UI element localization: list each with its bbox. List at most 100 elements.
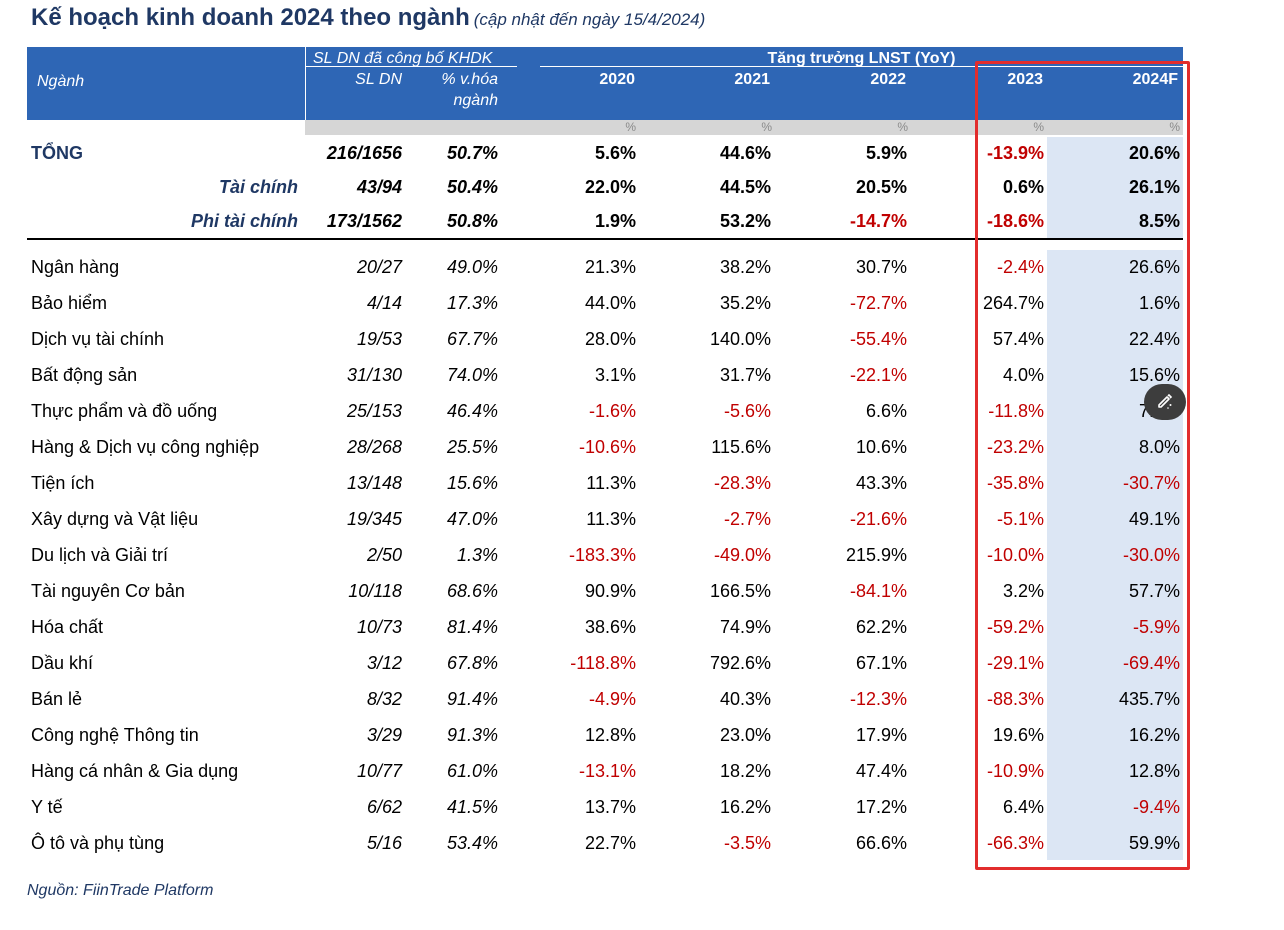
sector-cell-v2023: -88.3% [986, 689, 1044, 709]
sector-cell-sl: 10/73 [356, 617, 402, 637]
unit-2021: % [761, 120, 772, 134]
sector-cell-v2022: -12.3% [849, 689, 907, 709]
sector-name: Bất động sản [31, 365, 138, 385]
sector-cell-v2020: -4.9% [588, 689, 636, 709]
unit-2020: % [625, 120, 636, 134]
edit-button[interactable] [1144, 384, 1186, 420]
sector-cell-v2024: -69.4% [1122, 653, 1180, 673]
sector-cell-v2022: -72.7% [849, 293, 907, 313]
sector-cell-v2021: -2.7% [723, 509, 771, 529]
sector-cell-sl: 3/29 [366, 725, 402, 745]
sector-cell-v2024: -30.7% [1122, 473, 1180, 493]
pencil-edit-icon [1158, 393, 1173, 409]
sector-cell-v2020: -118.8% [570, 653, 636, 673]
sector-cell-v2024: 15.6% [1128, 365, 1180, 385]
sector-name: Dịch vụ tài chính [31, 329, 165, 349]
sector-cell-v2023: -2.4% [996, 257, 1044, 277]
title-subtitle: (cập nhật đến ngày 15/4/2024) [473, 10, 706, 29]
sector-cell-v2022: 10.6% [855, 437, 907, 457]
sector-cell-sl: 10/77 [356, 761, 402, 781]
sector-cell-v2024: 57.7% [1128, 581, 1180, 601]
sector-cell-v2024: 8.0% [1138, 437, 1180, 457]
sector-cell-v2022: -55.4% [849, 329, 907, 349]
sector-cell-v2021: -49.0% [713, 545, 771, 565]
header-year-2020: 2020 [599, 71, 635, 88]
page-title: Kế hoạch kinh doanh 2024 theo ngành (cập … [31, 4, 705, 32]
sector-cell-sl: 31/130 [346, 365, 402, 385]
sector-cell-v2020: 3.1% [594, 365, 636, 385]
sector-name: Xây dựng và Vật liệu [31, 509, 199, 529]
sector-cell-v2024: -30.0% [1122, 545, 1180, 565]
sector-name: Bảo hiểm [31, 293, 108, 313]
sector-cell-v2022: 17.9% [855, 725, 907, 745]
summary-cell-v2023: -13.9% [986, 143, 1044, 163]
sector-name: Bán lẻ [31, 689, 83, 709]
sector-cell-pct: 91.4% [446, 689, 498, 709]
sector-cell-pct: 74.0% [446, 365, 498, 385]
sector-cell-v2023: 19.6% [992, 725, 1044, 745]
sector-name: Ngân hàng [31, 257, 120, 277]
sector-cell-v2021: 38.2% [719, 257, 771, 277]
sector-cell-v2023: -10.9% [986, 761, 1044, 781]
summary-cell-v2022: -14.7% [849, 211, 907, 231]
sector-cell-v2020: 21.3% [584, 257, 636, 277]
sector-cell-v2020: 38.6% [584, 617, 636, 637]
summary-cell-v2024: 20.6% [1128, 143, 1180, 163]
sector-cell-v2022: -22.1% [849, 365, 907, 385]
sector-cell-sl: 3/12 [366, 653, 402, 673]
sector-cell-v2020: 90.9% [584, 581, 636, 601]
sector-cell-v2023: 3.2% [1002, 581, 1044, 601]
unit-row-band [27, 120, 1183, 135]
sector-cell-v2024: 1.6% [1138, 293, 1180, 313]
sector-cell-v2024: 59.9% [1128, 833, 1180, 853]
sector-cell-v2022: -21.6% [849, 509, 907, 529]
sector-cell-v2023: -29.1% [986, 653, 1044, 673]
sector-cell-v2024: 12.8% [1128, 761, 1180, 781]
title-main: Kế hoạch kinh doanh 2024 theo ngành [31, 4, 470, 31]
sector-cell-v2023: -35.8% [986, 473, 1044, 493]
sector-cell-v2024: 49.1% [1128, 509, 1180, 529]
sector-cell-v2024: 22.4% [1128, 329, 1180, 349]
sector-cell-v2021: -28.3% [713, 473, 771, 493]
sector-cell-sl: 25/153 [346, 401, 402, 421]
sector-cell-v2023: -11.8% [988, 401, 1044, 421]
sector-cell-pct: 46.4% [446, 401, 498, 421]
unit-2024f: % [1169, 120, 1180, 134]
sector-cell-v2022: 30.7% [855, 257, 907, 277]
table-divider [27, 238, 1183, 240]
sector-cell-sl: 2/50 [366, 545, 402, 565]
sector-cell-v2021: 40.3% [719, 689, 771, 709]
sector-cell-pct: 17.3% [446, 293, 498, 313]
sector-cell-pct: 47.0% [446, 509, 498, 529]
header-group-announced: SL DN đã công bố KHDK [313, 50, 493, 67]
header-year-2023: 2023 [1007, 71, 1043, 88]
sector-cell-v2020: 13.7% [584, 797, 636, 817]
sector-cell-sl: 5/16 [366, 833, 402, 853]
sector-cell-pct: 91.3% [446, 725, 498, 745]
summary-cell-v2024: 26.1% [1128, 177, 1180, 197]
sector-cell-sl: 4/14 [366, 293, 402, 313]
sector-cell-v2020: 11.3% [586, 509, 636, 529]
sector-cell-v2023: -66.3% [986, 833, 1044, 853]
sector-cell-sl: 13/148 [346, 473, 402, 493]
sector-cell-v2020: 28.0% [584, 329, 636, 349]
sector-cell-v2021: 115.6% [711, 437, 771, 457]
summary-cell-v2021: 53.2% [719, 211, 771, 231]
highlight-2024-sectors [1047, 250, 1183, 860]
sector-cell-v2024: -5.9% [1132, 617, 1180, 637]
sector-name: Hàng cá nhân & Gia dụng [31, 761, 239, 781]
sector-cell-sl: 10/118 [348, 581, 402, 601]
sector-cell-sl: 6/62 [366, 797, 402, 817]
sector-cell-v2023: 4.0% [1002, 365, 1044, 385]
sector-cell-v2020: 11.3% [586, 473, 636, 493]
summary-cell-pct: 50.7% [446, 143, 498, 163]
sector-cell-sl: 19/53 [356, 329, 402, 349]
sector-name: Du lịch và Giải trí [31, 545, 169, 565]
sector-name: Hàng & Dịch vụ công nghiệp [31, 437, 260, 457]
sector-cell-v2022: 6.6% [865, 401, 907, 421]
sector-cell-v2020: 22.7% [584, 833, 636, 853]
sector-cell-v2023: 6.4% [1002, 797, 1044, 817]
sector-cell-v2021: 23.0% [719, 725, 771, 745]
header-sl-dn: SL DN [355, 71, 402, 88]
sector-name: Tiện ích [31, 473, 95, 493]
